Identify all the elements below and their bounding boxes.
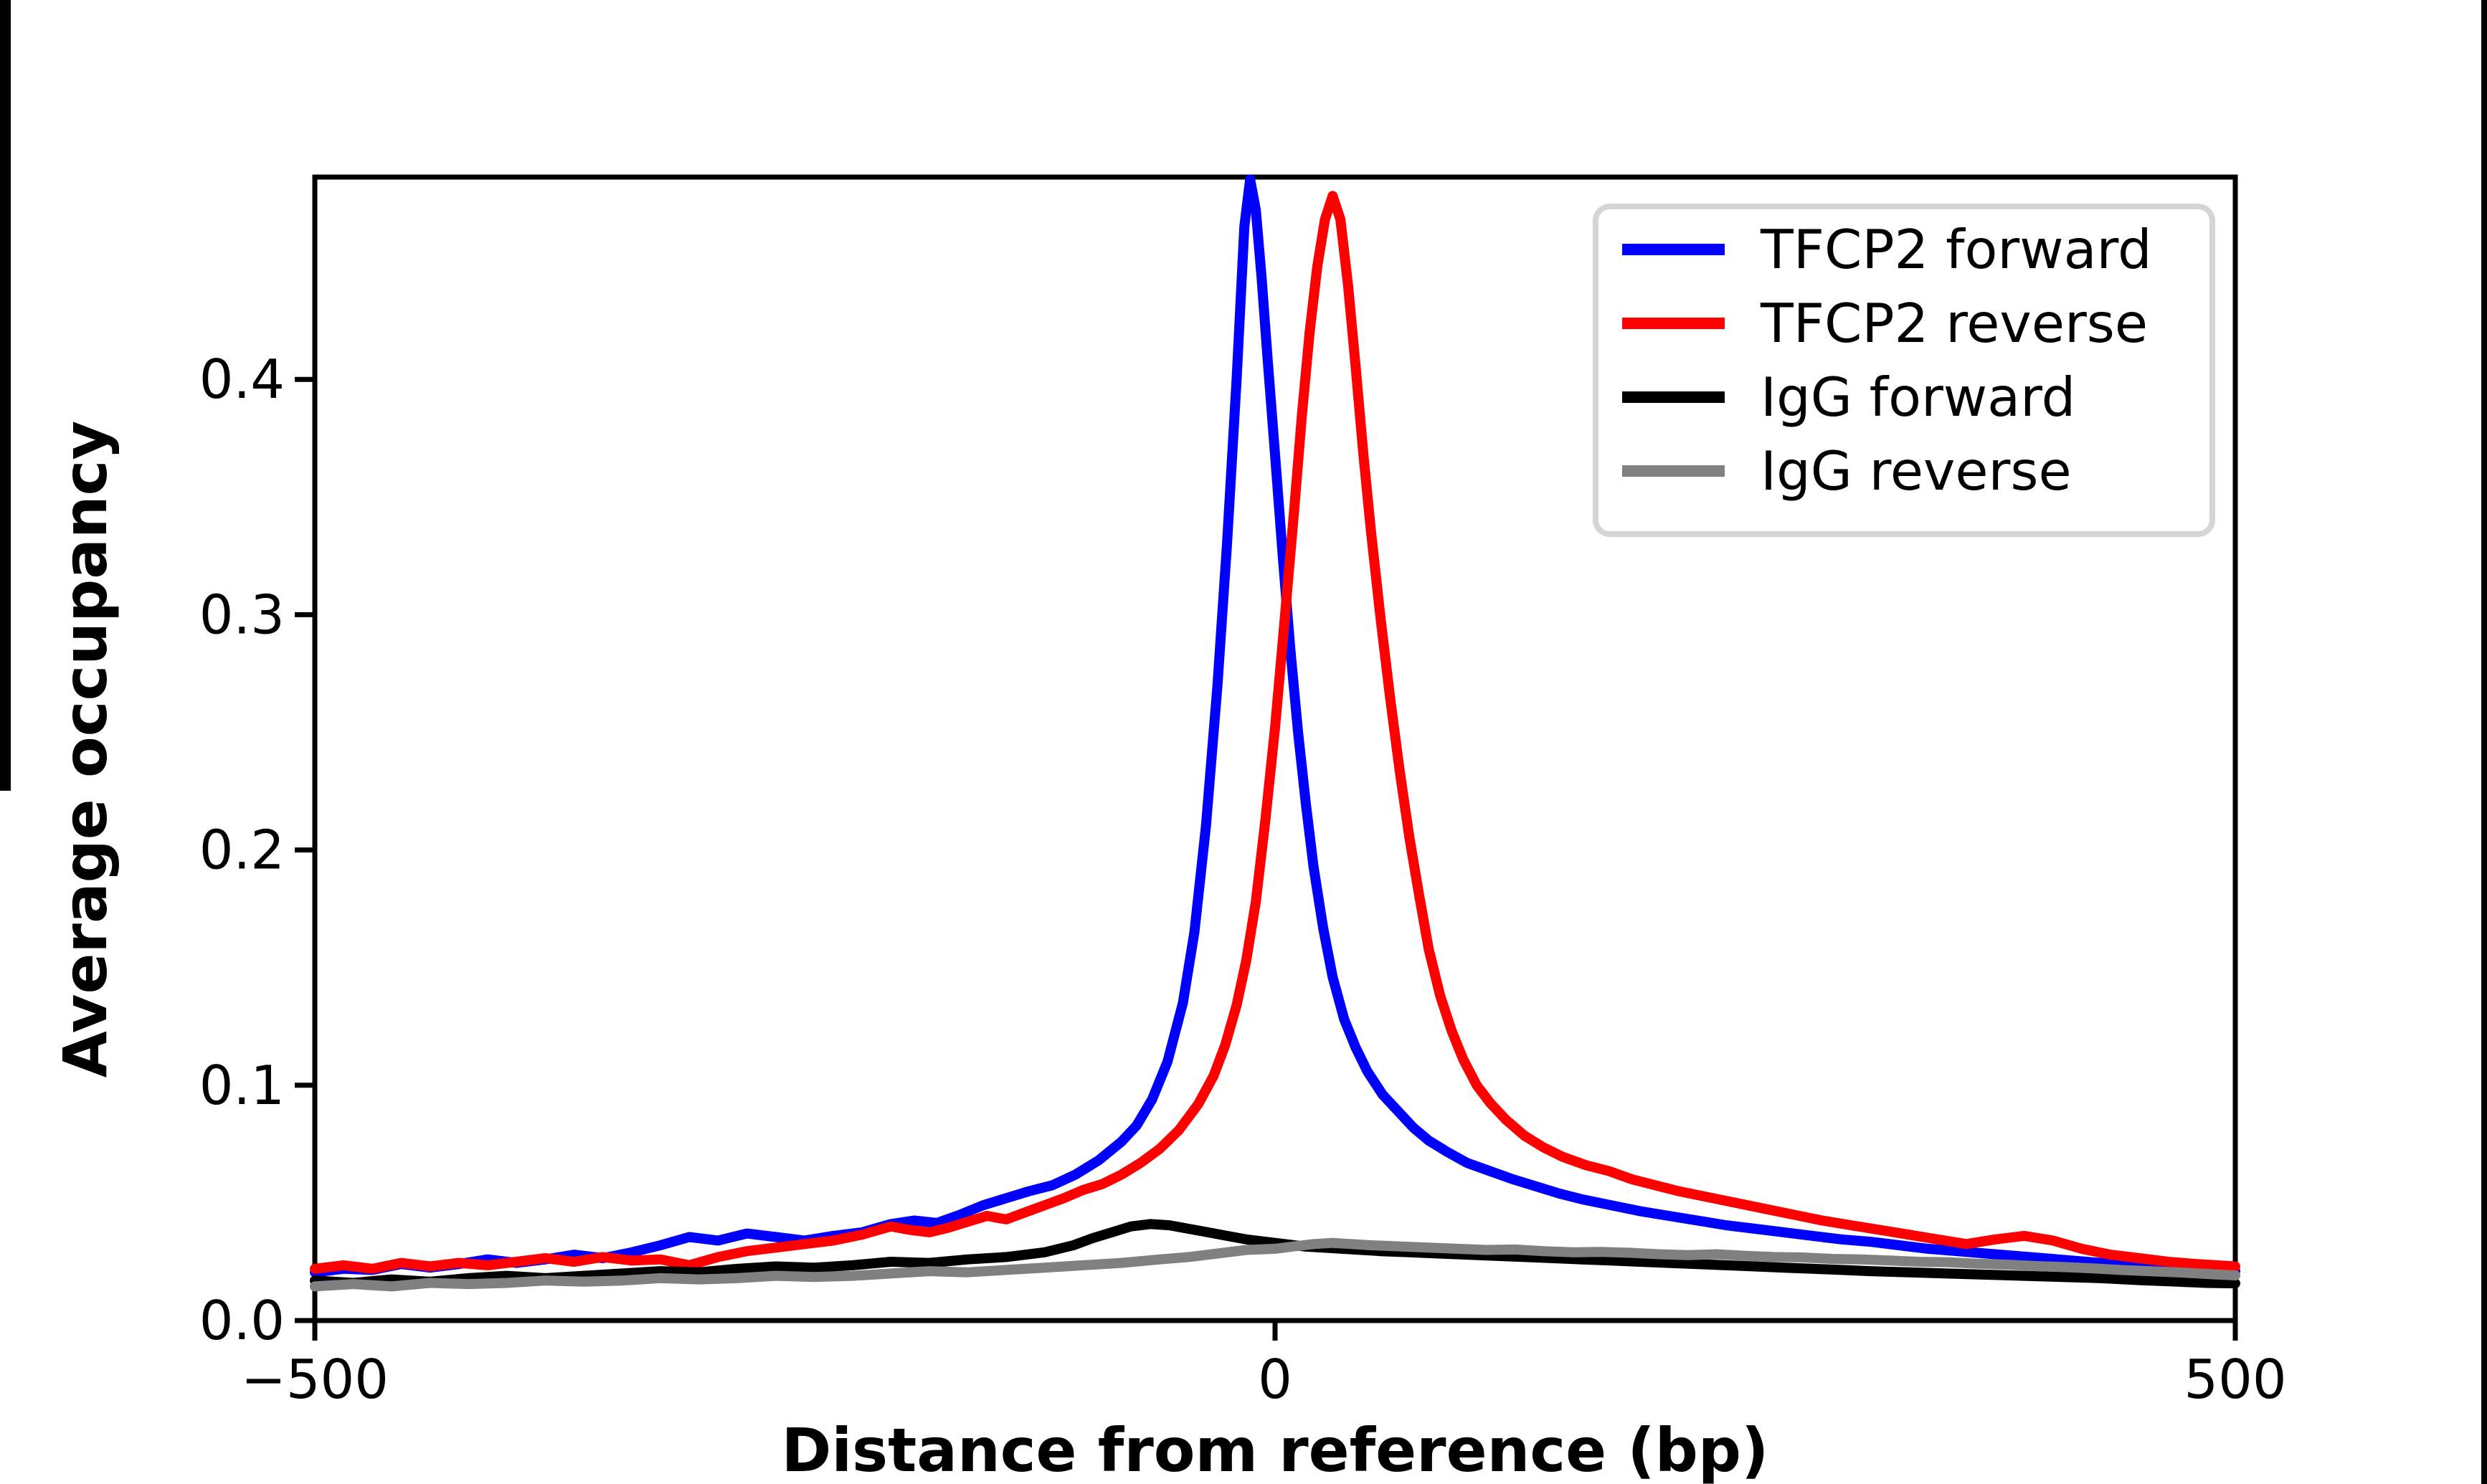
plot-frame	[312, 174, 2238, 1323]
legend-label-igg-reverse: IgG reverse	[1761, 439, 2072, 503]
series-line-tfcp2-forward	[310, 174, 2240, 1278]
x-tick-label: 500	[2184, 1348, 2286, 1411]
legend-label-igg-forward: IgG forward	[1761, 366, 2075, 429]
x-axis-label: Distance from reference (bp)	[782, 1415, 1769, 1484]
data-series	[310, 174, 2240, 1292]
screen-edge-artifact-right	[2481, 0, 2487, 1484]
y-tick-label: 0.3	[199, 583, 285, 646]
y-tick-label: 0.1	[199, 1054, 285, 1117]
y-axis-label: Average occupancy	[50, 421, 120, 1078]
series-line-tfcp2-reverse	[310, 191, 2240, 1274]
axis-ticks: −500 0 500 0.0 0.1 0.2 0.3 0.4	[199, 348, 2287, 1411]
x-tick-label: −500	[241, 1348, 389, 1411]
y-tick-label: 0.0	[199, 1289, 285, 1352]
legend-label-tfcp2-forward: TFCP2 forward	[1760, 218, 2152, 281]
y-tick-label: 0.4	[199, 348, 285, 411]
screen-edge-artifact-left	[0, 0, 11, 791]
series-line-igg-reverse	[310, 1237, 2240, 1292]
legend-label-tfcp2-reverse: TFCP2 reverse	[1760, 292, 2148, 355]
legend: TFCP2 forward TFCP2 reverse IgG forward …	[1593, 204, 2215, 537]
x-tick-label: 0	[1258, 1348, 1292, 1411]
legend-frame	[1593, 204, 2215, 537]
y-tick-label: 0.2	[199, 819, 285, 882]
